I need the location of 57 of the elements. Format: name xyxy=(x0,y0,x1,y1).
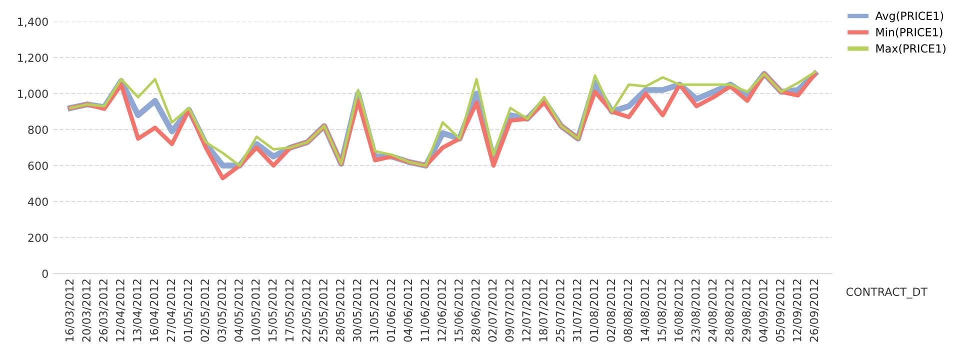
x-tick-label: 01/05/2012 xyxy=(184,280,193,342)
y-tick-label: 600 xyxy=(28,162,48,170)
x-tick-label: 04/09/2012 xyxy=(759,280,768,342)
x-tick-label: 28/06/2012 xyxy=(471,280,481,342)
x-tick-label: 02/08/2012 xyxy=(606,280,616,342)
x-tick-label: 15/06/2012 xyxy=(454,280,464,342)
y-tick-label: 1,200 xyxy=(18,54,48,64)
x-tick-label: 26/09/2012 xyxy=(810,280,820,342)
x-axis-title: CONTRACT_DT xyxy=(846,288,928,298)
x-tick-label: 03/05/2012 xyxy=(218,280,227,342)
y-tick-label: 1,400 xyxy=(18,18,48,28)
y-tick-label: 800 xyxy=(28,126,48,134)
x-tick-label: 31/05/2012 xyxy=(370,280,380,342)
x-tick-label: 29/08/2012 xyxy=(742,280,752,342)
x-tick-label: 18/07/2012 xyxy=(539,280,548,342)
y-tick-label: 0 xyxy=(42,270,48,278)
x-tick-label: 01/08/2012 xyxy=(590,280,600,342)
legend-label: Max(PRICE1) xyxy=(876,44,946,54)
x-tick-label: 17/05/2012 xyxy=(285,280,295,342)
x-tick-label: 12/06/2012 xyxy=(438,280,447,342)
x-tick-label: 05/09/2012 xyxy=(776,280,786,342)
x-tick-label: 16/03/2012 xyxy=(65,280,75,342)
x-tick-label: 02/07/2012 xyxy=(488,280,498,342)
x-tick-label: 09/07/2012 xyxy=(505,280,514,342)
x-tick-label: 20/03/2012 xyxy=(82,280,92,342)
x-tick-label: 24/08/2012 xyxy=(708,280,718,342)
x-tick-label: 27/04/2012 xyxy=(166,280,176,342)
x-tick-label: 04/05/2012 xyxy=(234,280,244,342)
x-tick-label: 12/09/2012 xyxy=(792,280,802,342)
x-tick-label: 10/05/2012 xyxy=(251,280,261,342)
legend-label: Avg(PRICE1) xyxy=(875,11,944,22)
x-tick-label: 08/08/2012 xyxy=(624,280,633,342)
x-tick-label: 11/06/2012 xyxy=(420,280,430,342)
x-tick-label: 01/06/2012 xyxy=(386,280,396,342)
x-tick-label: 02/05/2012 xyxy=(200,280,210,342)
y-tick-label: 200 xyxy=(28,234,48,242)
x-tick-label: 28/08/2012 xyxy=(725,280,734,342)
x-tick-label: 23/08/2012 xyxy=(691,280,701,342)
x-tick-label: 13/04/2012 xyxy=(132,280,142,342)
legend-label: Min(PRICE1) xyxy=(876,28,942,38)
x-tick-label: 16/04/2012 xyxy=(150,280,160,342)
x-tick-label: 14/08/2012 xyxy=(640,280,650,342)
y-tick-label: 1,000 xyxy=(18,90,48,100)
x-tick-label: 15/08/2012 xyxy=(658,280,667,342)
y-tick-label: 400 xyxy=(28,198,48,206)
x-tick-label: 25/07/2012 xyxy=(556,280,566,342)
x-tick-label: 12/04/2012 xyxy=(116,280,126,342)
x-tick-label: 15/05/2012 xyxy=(268,280,278,342)
x-tick-label: 28/05/2012 xyxy=(336,280,346,342)
x-tick-label: 22/05/2012 xyxy=(302,280,312,342)
x-tick-label: 12/07/2012 xyxy=(522,280,532,342)
x-tick-label: 26/03/2012 xyxy=(99,280,108,342)
x-tick-label: 25/05/2012 xyxy=(319,280,328,342)
x-tick-label: 30/05/2012 xyxy=(352,280,362,342)
x-tick-label: 04/06/2012 xyxy=(404,280,413,342)
x-tick-label: 31/07/2012 xyxy=(572,280,582,342)
x-tick-label: 16/08/2012 xyxy=(674,280,684,342)
